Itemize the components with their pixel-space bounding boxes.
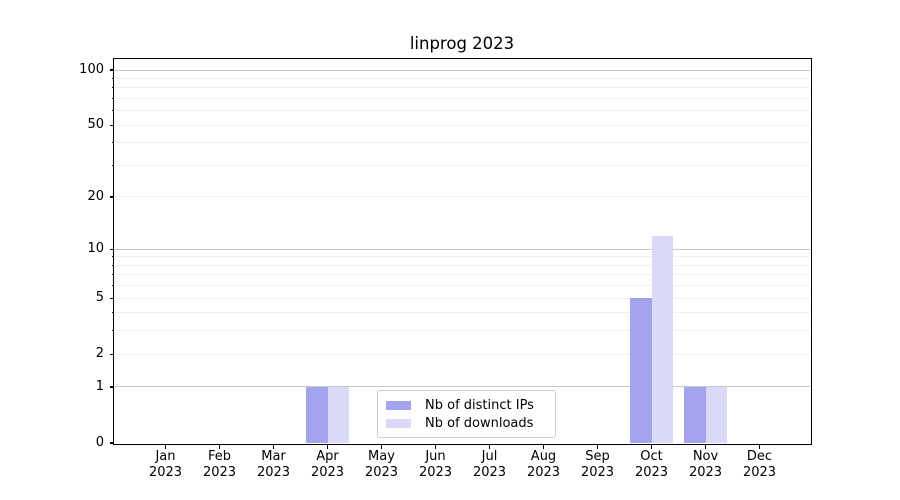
y-axis-minor-tick xyxy=(111,330,114,332)
gridline-major xyxy=(114,248,810,250)
legend-entry-distinct-ips: Nb of distinct IPs xyxy=(386,398,547,413)
y-axis-tick xyxy=(109,69,114,71)
y-axis-minor-tick xyxy=(111,274,114,276)
y-tick-label: 1 xyxy=(95,378,104,394)
x-tick-label-apr: Apr 2023 xyxy=(310,449,345,480)
y-tick-label: 10 xyxy=(87,241,104,257)
y-axis-tick xyxy=(109,386,114,388)
plot-frame xyxy=(112,57,812,445)
x-tick-label-sep: Sep 2023 xyxy=(580,449,615,480)
x-axis-tick xyxy=(704,444,707,449)
y-axis-minor-tick xyxy=(111,142,114,144)
bar-downloads-apr xyxy=(327,386,349,443)
x-axis-tick xyxy=(488,444,491,449)
y-axis-minor-tick xyxy=(111,97,114,99)
bar-downloads-nov xyxy=(705,386,727,443)
y-axis-tick xyxy=(109,124,114,126)
y-axis-tick xyxy=(109,248,114,250)
y-tick-label: 20 xyxy=(87,188,104,204)
chart-title: linprog 2023 xyxy=(409,34,515,53)
y-axis-minor-tick xyxy=(111,256,114,258)
y-axis-tick xyxy=(109,297,114,299)
x-tick-label-jun: Jun 2023 xyxy=(418,449,453,480)
bar-downloads-oct xyxy=(651,235,673,443)
x-tick-label-may: May 2023 xyxy=(364,449,399,480)
y-axis-minor-tick xyxy=(111,312,114,314)
gridline-minor xyxy=(114,297,810,299)
y-axis-tick xyxy=(109,353,114,355)
x-axis-tick xyxy=(434,444,437,449)
x-axis-tick xyxy=(542,444,545,449)
legend: Nb of distinct IPs Nb of downloads xyxy=(377,390,556,438)
gridline-minor xyxy=(114,124,810,126)
x-tick-label-feb: Feb 2023 xyxy=(202,449,237,480)
legend-label-downloads: Nb of downloads xyxy=(425,415,534,431)
y-tick-label: 0 xyxy=(95,435,104,450)
y-tick-label: 50 xyxy=(87,117,104,133)
x-tick-label-mar: Mar 2023 xyxy=(256,449,291,480)
y-axis-minor-tick xyxy=(111,264,114,266)
gridline-major xyxy=(114,69,810,71)
x-axis-tick xyxy=(164,444,167,449)
y-tick-label: 2 xyxy=(95,346,104,362)
gridline-minor xyxy=(114,87,810,89)
gridline-minor xyxy=(114,312,810,314)
gridline-minor xyxy=(114,110,810,112)
gridline-minor xyxy=(114,353,810,355)
bar-distinct-ips-apr xyxy=(306,386,328,443)
x-axis-tick xyxy=(380,444,383,449)
x-tick-label-jan: Jan 2023 xyxy=(148,449,183,480)
y-tick-label: 100 xyxy=(79,62,104,77)
x-axis-tick xyxy=(596,444,599,449)
x-axis-tick xyxy=(758,444,761,449)
gridline-minor xyxy=(114,97,810,99)
legend-entry-downloads: Nb of downloads xyxy=(386,416,547,431)
x-axis-tick xyxy=(326,444,329,449)
gridline-minor xyxy=(114,285,810,287)
x-axis-tick xyxy=(218,444,221,449)
x-axis-tick xyxy=(650,444,653,449)
y-axis-minor-tick xyxy=(111,285,114,287)
bar-distinct-ips-oct xyxy=(630,298,652,443)
gridline-minor xyxy=(114,196,810,198)
legend-swatch-distinct-ips xyxy=(386,400,411,410)
bar-distinct-ips-nov xyxy=(684,386,706,443)
y-axis-minor-tick xyxy=(111,110,114,112)
x-axis-tick xyxy=(272,444,275,449)
legend-swatch-downloads xyxy=(386,418,411,428)
gridline-minor xyxy=(114,330,810,332)
gridline-minor xyxy=(114,256,810,258)
gridline-minor xyxy=(114,274,810,276)
y-axis-minor-tick xyxy=(111,77,114,79)
y-axis-minor-tick xyxy=(111,87,114,89)
gridline-minor xyxy=(114,142,810,144)
y-axis-tick xyxy=(109,442,114,444)
y-tick-label: 5 xyxy=(95,290,104,306)
gridline-minor xyxy=(114,264,810,266)
y-axis-minor-tick xyxy=(111,164,114,166)
x-tick-label-aug: Aug 2023 xyxy=(526,449,561,480)
gridline-minor xyxy=(114,164,810,166)
y-axis-tick xyxy=(109,196,114,198)
x-tick-label-dec: Dec 2023 xyxy=(742,449,777,480)
legend-label-distinct-ips: Nb of distinct IPs xyxy=(425,397,534,413)
x-tick-label-jul: Jul 2023 xyxy=(472,449,507,480)
gridline-major xyxy=(114,386,810,388)
x-tick-label-nov: Nov 2023 xyxy=(688,449,723,480)
gridline-minor xyxy=(114,77,810,79)
x-tick-label-oct: Oct 2023 xyxy=(634,449,669,480)
